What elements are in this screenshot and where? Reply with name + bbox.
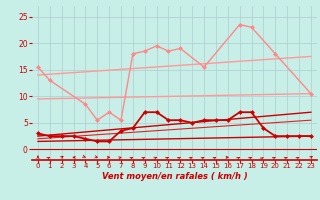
- X-axis label: Vent moyen/en rafales ( km/h ): Vent moyen/en rafales ( km/h ): [101, 172, 247, 181]
